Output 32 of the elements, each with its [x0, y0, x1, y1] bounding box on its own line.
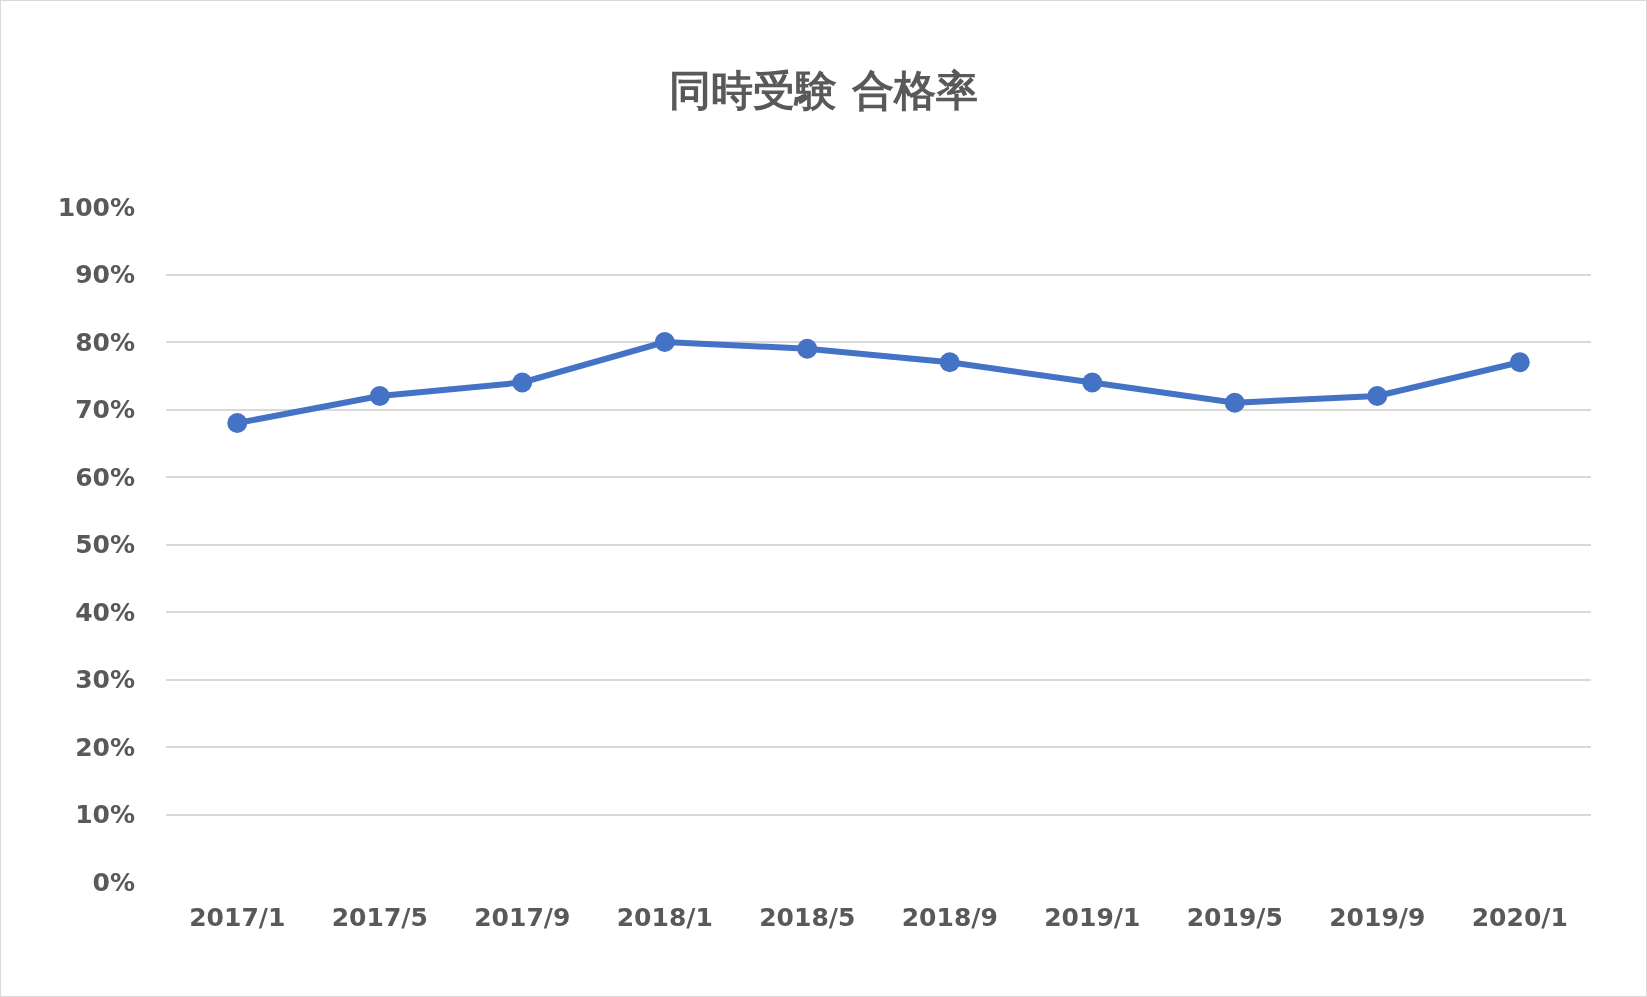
point: [512, 372, 533, 393]
x-tick-label: 2018/5: [759, 903, 856, 932]
point: [1367, 386, 1388, 406]
y-tick-label: 0%: [92, 867, 135, 897]
x-tick-label: 2017/5: [331, 903, 428, 932]
y-tick-label: 20%: [75, 732, 135, 762]
x-tick-label: 2017/9: [474, 903, 571, 932]
point: [797, 338, 818, 359]
y-tick-label: 80%: [75, 327, 135, 357]
point: [654, 332, 675, 352]
x-tick-label: 2019/5: [1186, 903, 1283, 932]
point: [1224, 392, 1245, 413]
chart-title: 同時受験 合格率: [669, 66, 978, 116]
y-tick-label: 90%: [75, 260, 135, 290]
point: [1509, 352, 1530, 373]
y-tick-label: 10%: [75, 800, 135, 830]
y-tick-label: 40%: [75, 597, 135, 627]
y-tick-label: 30%: [75, 665, 135, 695]
y-tick-label: 60%: [75, 462, 135, 492]
x-tick-label: 2018/1: [616, 903, 713, 932]
point: [939, 352, 960, 373]
point: [227, 413, 248, 433]
x-tick-label: 2019/9: [1329, 903, 1426, 932]
x-tick-label: 2019/1: [1044, 903, 1141, 932]
x-tick-label: 2017/1: [189, 903, 286, 932]
point: [1082, 372, 1103, 393]
y-tick-label: 100%: [57, 192, 135, 222]
y-tick-label: 70%: [75, 395, 135, 425]
y-tick-label: 50%: [75, 530, 135, 560]
point: [369, 386, 390, 406]
x-tick-label: 2018/9: [901, 903, 998, 932]
x-tick-label: 2020/1: [1471, 903, 1568, 932]
